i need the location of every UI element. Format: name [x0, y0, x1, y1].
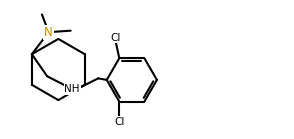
- Text: NH: NH: [64, 84, 80, 94]
- Text: Cl: Cl: [114, 117, 124, 127]
- Text: N: N: [44, 26, 53, 39]
- Text: Cl: Cl: [111, 33, 121, 43]
